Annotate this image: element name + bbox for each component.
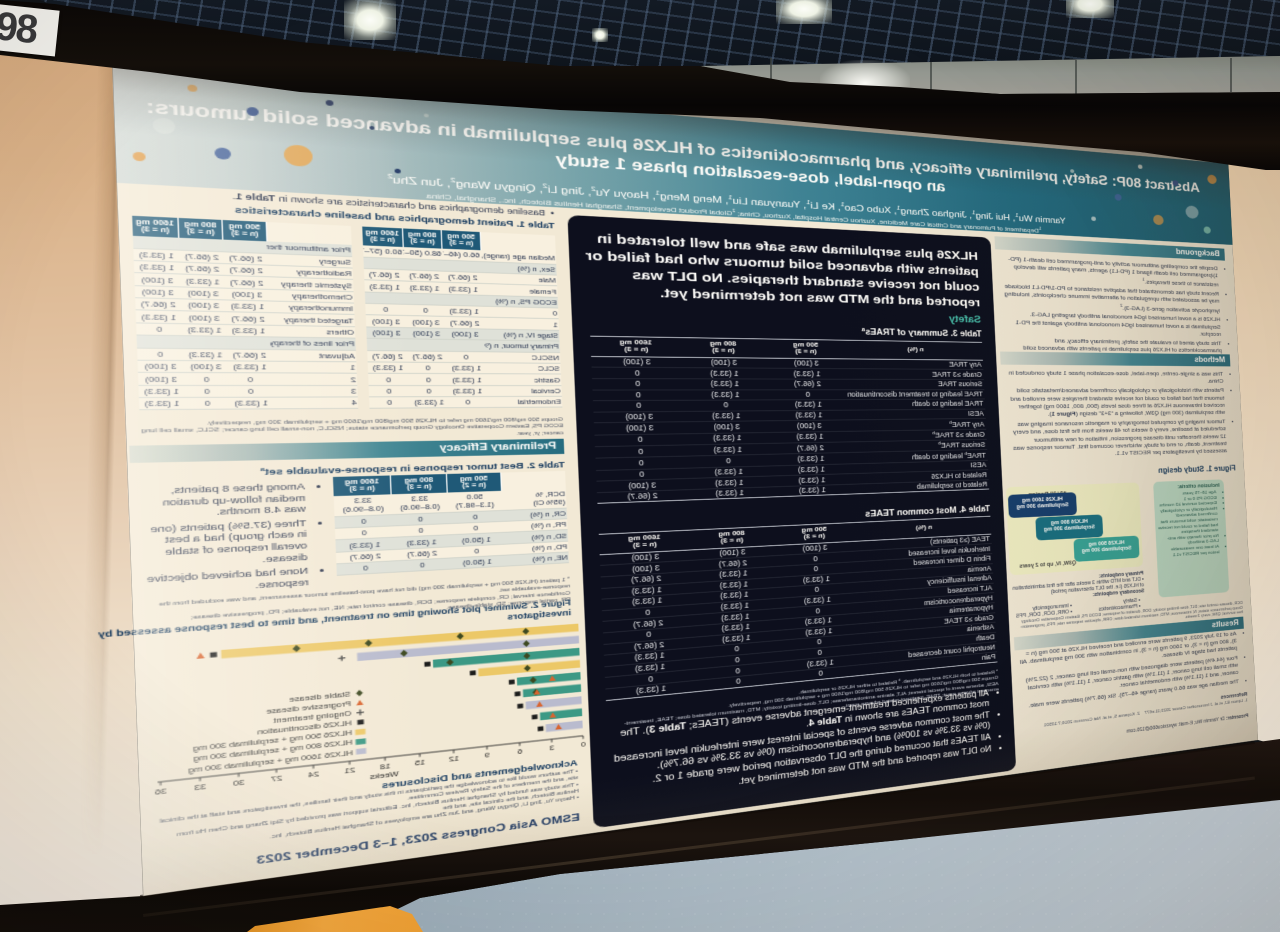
svg-text:18: 18: [380, 763, 391, 772]
svg-text:21: 21: [344, 767, 355, 776]
svg-text:0: 0: [581, 741, 586, 749]
svg-text:24: 24: [308, 771, 320, 780]
svg-text:6: 6: [517, 748, 523, 756]
svg-text:12: 12: [448, 755, 459, 764]
svg-text:33: 33: [194, 783, 206, 792]
svg-text:30: 30: [233, 779, 245, 788]
svg-text:9: 9: [484, 752, 490, 760]
svg-text:36: 36: [154, 788, 167, 797]
svg-text:3: 3: [549, 745, 554, 753]
svg-text:15: 15: [414, 759, 425, 768]
svg-text:27: 27: [271, 775, 283, 784]
